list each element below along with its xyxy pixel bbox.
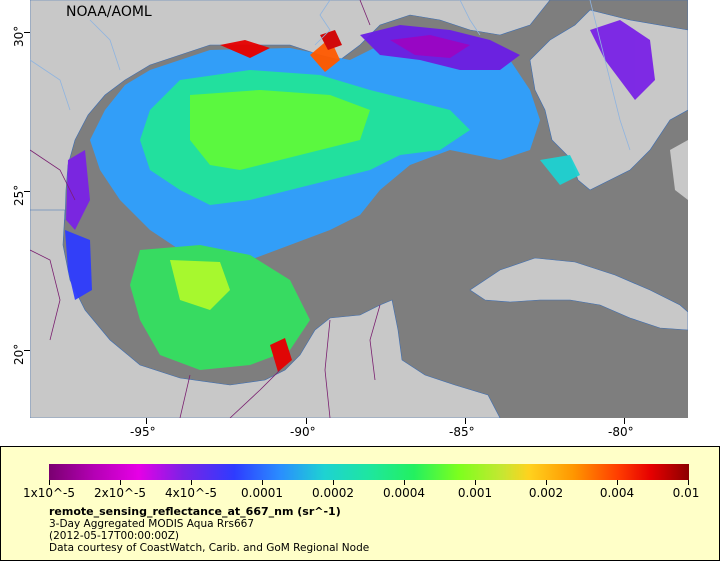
colorbar-label: 2x10^-5: [93, 486, 147, 500]
y-tick-label: 30°: [12, 25, 26, 47]
x-tick-label: -80°: [608, 425, 634, 439]
land-usa: [30, 0, 688, 191]
variable-name: remote_sensing_reflectance_at_667_nm (sr…: [49, 505, 341, 518]
dataset-time: (2012-05-17T00:00:00Z): [49, 530, 179, 542]
y-tick-label: 25°: [12, 184, 26, 206]
x-tick-label: -85°: [449, 425, 475, 439]
colorbar: [49, 464, 689, 480]
x-tick-mark: [465, 418, 466, 424]
colorbar-tick: [191, 480, 192, 485]
colorbar-label: 0.0002: [312, 486, 354, 500]
colorbar-tick: [617, 480, 618, 485]
colorbar-tick: [120, 480, 121, 485]
colorbar-label: 1x10^-5: [22, 486, 76, 500]
credit-label: NOAA/AOML: [66, 4, 152, 20]
colorbar-label: 0.0001: [241, 486, 283, 500]
x-tick-label: -90°: [290, 425, 316, 439]
colorbar-label: 0.01: [672, 486, 700, 500]
data-credit: Data courtesy of CoastWatch, Carib. and …: [49, 542, 370, 554]
colorbar-tick: [688, 480, 689, 485]
colorbar-tick: [333, 480, 334, 485]
x-tick-label: -95°: [130, 425, 156, 439]
colorbar-tick: [262, 480, 263, 485]
colorbar-tick: [475, 480, 476, 485]
y-tick-mark: [24, 350, 30, 351]
colorbar-label: 0.002: [528, 486, 564, 500]
colorbar-tick: [49, 480, 50, 485]
colorbar-label: 0.001: [457, 486, 493, 500]
dataset-title: 3-Day Aggregated MODIS Aqua Rrs667: [49, 518, 255, 530]
x-tick-mark: [146, 418, 147, 424]
y-tick-mark: [24, 191, 30, 192]
colorbar-label: 0.0004: [383, 486, 425, 500]
colorbar-label: 0.004: [599, 486, 635, 500]
colorbar-tick: [404, 480, 405, 485]
y-tick-label: 20°: [12, 343, 26, 365]
x-tick-mark: [624, 418, 625, 424]
map-image: [30, 0, 688, 418]
colorbar-label: 4x10^-5: [164, 486, 218, 500]
land-cuba: [469, 257, 688, 331]
land-mexico: [30, 209, 501, 418]
y-tick-mark: [24, 32, 30, 33]
legend-panel: 1x10^-5 2x10^-5 4x10^-5 0.0001 0.0002 0.…: [0, 446, 720, 561]
map-area[interactable]: NOAA/AOML: [30, 0, 688, 418]
colorbar-tick: [546, 480, 547, 485]
x-tick-mark: [306, 418, 307, 424]
